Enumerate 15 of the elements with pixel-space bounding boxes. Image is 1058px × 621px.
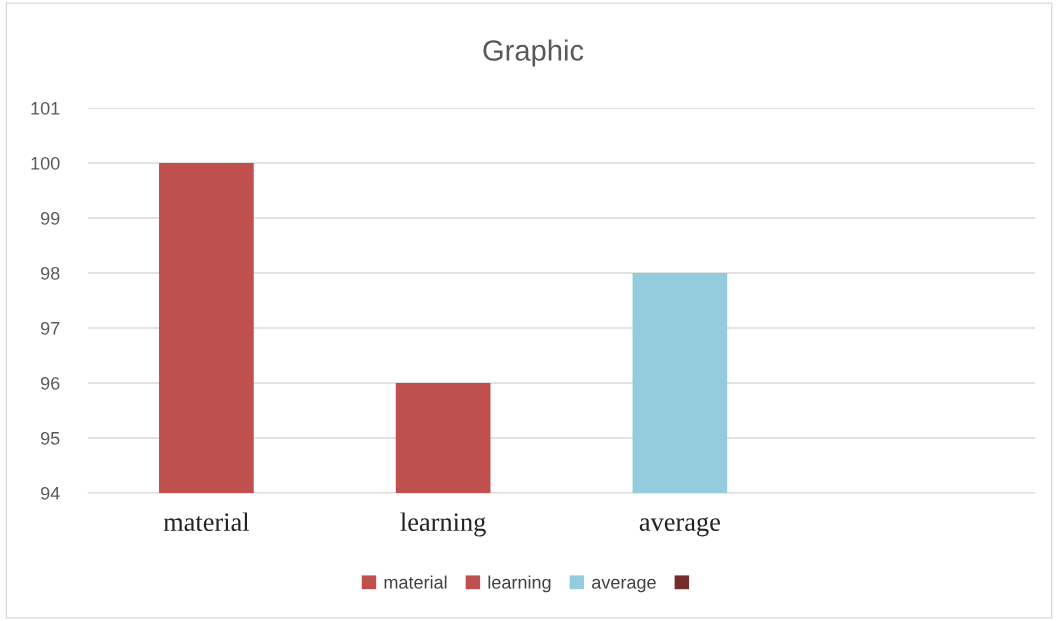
- y-tick-label: 94: [40, 486, 60, 500]
- y-tick-label: 95: [40, 431, 60, 445]
- x-tick-label: learning: [400, 512, 486, 537]
- x-tick-label: material: [163, 512, 250, 532]
- legend-label: material: [384, 575, 447, 589]
- x-tick-label: average: [639, 517, 720, 537]
- chart-title: Graphic: [483, 39, 584, 67]
- y-tick-label: 99: [40, 211, 60, 225]
- legend-label: learning: [488, 575, 551, 593]
- legend-label: average: [592, 578, 656, 593]
- y-tick-label: 100: [31, 156, 60, 170]
- y-tick-label: 101: [31, 101, 60, 115]
- y-tick-label: 98: [40, 266, 60, 280]
- y-tick-label: 96: [40, 376, 60, 390]
- y-tick-label: 97: [40, 321, 60, 335]
